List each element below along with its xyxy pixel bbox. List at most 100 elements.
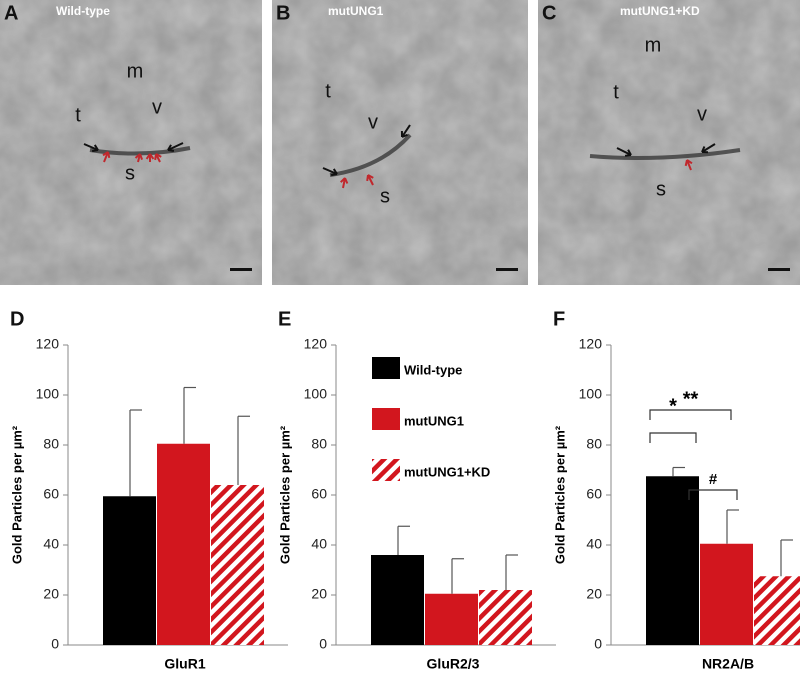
y-tick-label: 40	[586, 536, 602, 552]
legend-swatch	[372, 357, 400, 379]
error-bar	[129, 409, 142, 497]
arrow-head	[684, 159, 693, 167]
y-tick-label: 0	[319, 636, 327, 652]
bar	[479, 590, 532, 645]
structure-label: v	[152, 96, 162, 118]
legend-swatch	[372, 459, 400, 481]
y-tick-label: 80	[586, 436, 602, 452]
y-tick-label: 120	[579, 336, 603, 352]
arrow-head	[366, 174, 374, 182]
arrow-head	[701, 146, 709, 154]
arrow-head	[134, 153, 144, 160]
arrow	[103, 151, 109, 163]
y-tick-label: 40	[43, 536, 59, 552]
error-bar	[451, 558, 464, 594]
micrograph-title: mutUNG1+KD	[620, 4, 700, 18]
structure-label: s	[380, 185, 390, 207]
bar	[103, 496, 156, 645]
structure-label: v	[697, 103, 707, 125]
error-bar	[726, 509, 739, 544]
legend-label: mutUNG1+KD	[404, 464, 490, 479]
bar	[157, 443, 210, 645]
x-tick-label: NR2A/B	[702, 656, 754, 672]
x-tick-label: GluR2/3	[427, 656, 480, 672]
y-tick-label: 20	[311, 586, 327, 602]
arrow-head	[145, 153, 155, 160]
error-bar	[505, 554, 518, 590]
y-tick-label: 80	[43, 436, 59, 452]
y-tick-label: 20	[586, 586, 602, 602]
micrograph-texture	[538, 0, 800, 285]
error-bar	[183, 386, 196, 444]
legend-label: mutUNG1	[404, 413, 464, 428]
bar	[700, 543, 753, 645]
y-axis-label: Gold Particles per µm²	[552, 425, 567, 564]
y-tick-label: 80	[311, 436, 327, 452]
structure-label: v	[368, 111, 378, 133]
arrow	[322, 167, 338, 175]
error-bar	[397, 525, 410, 555]
structure-label: t	[75, 104, 81, 126]
structure-label: t	[325, 80, 331, 102]
panel-letter: B	[276, 2, 290, 24]
arrow	[616, 147, 632, 156]
arrow-head	[624, 149, 632, 157]
arrow-head	[167, 144, 175, 152]
structure-label: m	[645, 34, 662, 56]
bar	[211, 485, 264, 645]
y-tick-label: 60	[43, 486, 59, 502]
synapse-membrane	[329, 133, 412, 177]
significance-bracket	[649, 432, 697, 443]
micrograph-texture	[0, 0, 262, 285]
structure-label: s	[125, 162, 135, 184]
structure-label: t	[613, 81, 619, 103]
y-tick-label: 60	[311, 486, 327, 502]
y-axis-label: Gold Particles per µm²	[9, 425, 24, 564]
arrow-head	[340, 177, 349, 184]
error-bar	[672, 466, 685, 477]
x-tick-label: GluR1	[164, 656, 205, 672]
arrow	[401, 124, 411, 138]
legend-label: Wild-type	[404, 362, 462, 377]
significance-bracket	[649, 409, 732, 420]
bar	[754, 576, 800, 645]
y-tick-label: 100	[579, 386, 603, 402]
arrow	[83, 143, 99, 151]
y-tick-label: 100	[304, 386, 328, 402]
y-tick-label: 120	[36, 336, 60, 352]
panel-letter: F	[553, 308, 565, 330]
arrow-head	[154, 153, 162, 161]
y-tick-label: 0	[51, 636, 59, 652]
y-tick-label: 0	[594, 636, 602, 652]
significance-label: *	[669, 395, 677, 417]
error-bar	[237, 415, 250, 485]
bar	[371, 555, 424, 645]
y-tick-label: 100	[36, 386, 60, 402]
scale-bar	[768, 268, 790, 271]
panel-letter: A	[4, 2, 18, 24]
y-tick-label: 20	[43, 586, 59, 602]
panel-letter: E	[278, 308, 291, 330]
arrow	[367, 174, 374, 186]
arrow	[167, 142, 184, 151]
y-tick-label: 60	[586, 486, 602, 502]
arrow-head	[330, 168, 338, 177]
structure-label: m	[127, 60, 144, 82]
significance-label: **	[683, 388, 699, 410]
synapse-membrane	[589, 148, 741, 160]
y-axis-label: Gold Particles per µm²	[277, 425, 292, 564]
bar	[646, 476, 699, 645]
arrow	[701, 143, 716, 153]
arrow	[686, 159, 692, 171]
y-tick-label: 120	[304, 336, 328, 352]
micrograph-title: Wild-type	[56, 4, 110, 18]
arrow-head	[91, 144, 99, 153]
synapse-membrane	[89, 146, 191, 156]
micrograph-title: mutUNG1	[328, 4, 384, 18]
y-tick-label: 40	[311, 536, 327, 552]
scale-bar	[230, 268, 252, 271]
arrow-head	[102, 151, 111, 159]
arrow-head	[400, 130, 408, 138]
bar	[425, 593, 478, 645]
